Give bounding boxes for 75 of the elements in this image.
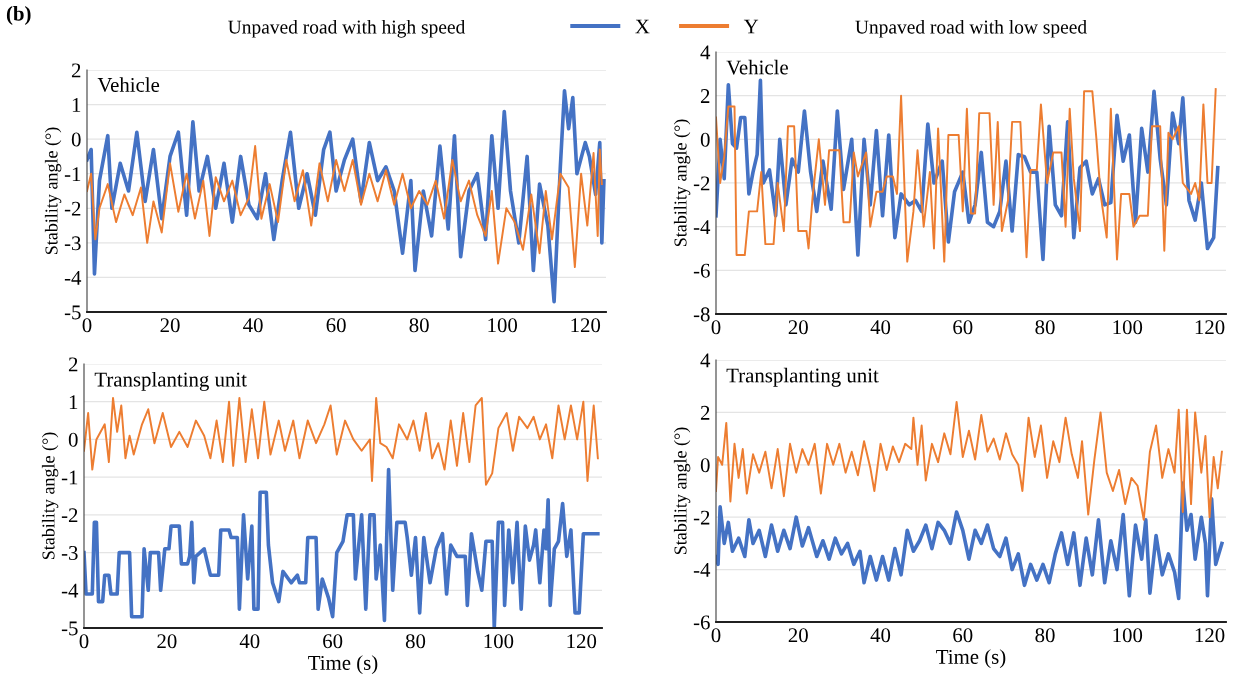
y-axis-title: Stability angle (°) (673, 427, 691, 555)
annotation: Transplanting unit (94, 371, 247, 391)
chart-title: Unpaved road with high speed (228, 19, 466, 38)
x-tick-label: 80 (1035, 320, 1055, 335)
x-tick-label: 40 (870, 320, 891, 335)
y-tick-label: 2 (700, 89, 710, 103)
legend-label: X (635, 19, 650, 34)
y-tick-label: -6 (693, 263, 710, 278)
annotation: Vehicle (726, 59, 788, 75)
x-tick-label: 40 (870, 628, 891, 643)
y-tick-label: 2 (700, 405, 710, 420)
x-tick-label: 40 (239, 634, 260, 649)
y-tick-label: 2 (71, 63, 81, 78)
y-tick-label: -2 (693, 510, 710, 525)
x-tick-label: 80 (409, 318, 429, 333)
y-tick-label: 0 (700, 132, 710, 147)
y-tick-label: 1 (69, 395, 78, 409)
x-tick-label: 20 (160, 318, 180, 333)
y-tick-label: 0 (68, 432, 78, 447)
y-tick-label: -5 (64, 305, 81, 320)
x-tick-label: 100 (488, 318, 518, 333)
chart-title: Unpaved road with low speed (855, 19, 1087, 38)
x-tick-label: 20 (788, 628, 808, 643)
x-axis-title: Time (s) (308, 655, 378, 675)
x-tick-label: 60 (953, 320, 973, 335)
y-tick-label: -2 (64, 201, 81, 216)
y-tick-label: -8 (693, 307, 710, 322)
x-tick-label: 100 (1113, 320, 1143, 335)
y-tick-label: 2 (68, 357, 78, 372)
y-tick-label: -5 (61, 621, 78, 636)
y-tick-label: -2 (693, 176, 710, 191)
x-tick-label: 120 (1195, 628, 1225, 643)
y-axis-title: Stability angle (°) (44, 127, 62, 255)
line-series (716, 400, 1223, 521)
y-tick-label: -3 (64, 236, 81, 251)
y-tick-label: 0 (71, 132, 81, 147)
y-tick-label: 4 (700, 45, 711, 60)
x-tick-label: 60 (326, 318, 346, 333)
y-tick-label: 4 (700, 353, 711, 368)
x-tick-label: 80 (405, 634, 426, 649)
x-tick-label: 20 (788, 320, 808, 335)
annotation: Vehicle (97, 77, 160, 93)
x-tick-label: 100 (1113, 628, 1143, 643)
x-tick-label: 120 (571, 318, 601, 333)
y-tick-label: -4 (61, 583, 79, 598)
line-series (87, 145, 603, 269)
y-axis-title: Stability angle (°) (673, 119, 691, 247)
y-tick-label: -3 (61, 546, 78, 560)
y-tick-label: -1 (61, 470, 78, 485)
y-tick-label: 0 (700, 458, 710, 473)
annotation: Transplanting unit (726, 367, 879, 387)
legend-label: Y (743, 19, 759, 34)
x-tick-label: 80 (1035, 628, 1055, 643)
y-tick-label: -4 (693, 220, 711, 234)
y-tick-label: -4 (64, 270, 82, 285)
y-tick-label: 1 (72, 98, 81, 112)
x-tick-label: 120 (1195, 320, 1225, 335)
line-series (84, 467, 600, 628)
x-tick-label: 60 (323, 634, 343, 649)
text: (b) (6, 6, 31, 25)
y-tick-label: -1 (64, 167, 81, 181)
x-tick-label: 60 (953, 628, 973, 643)
x-tick-label: 0 (711, 628, 721, 643)
x-tick-label: 100 (484, 634, 514, 649)
y-tick-label: -6 (693, 615, 710, 630)
x-tick-label: 20 (157, 634, 177, 649)
line-series (84, 396, 599, 486)
x-tick-label: 120 (567, 634, 597, 649)
x-tick-label: 40 (243, 318, 263, 333)
y-axis-title: Stability angle (°) (41, 432, 59, 560)
x-axis-title: Time (s) (936, 649, 1006, 669)
x-tick-label: 0 (711, 320, 721, 335)
y-tick-label: -2 (61, 508, 78, 523)
y-tick-label: -4 (693, 563, 711, 577)
x-tick-label: 0 (82, 318, 92, 333)
